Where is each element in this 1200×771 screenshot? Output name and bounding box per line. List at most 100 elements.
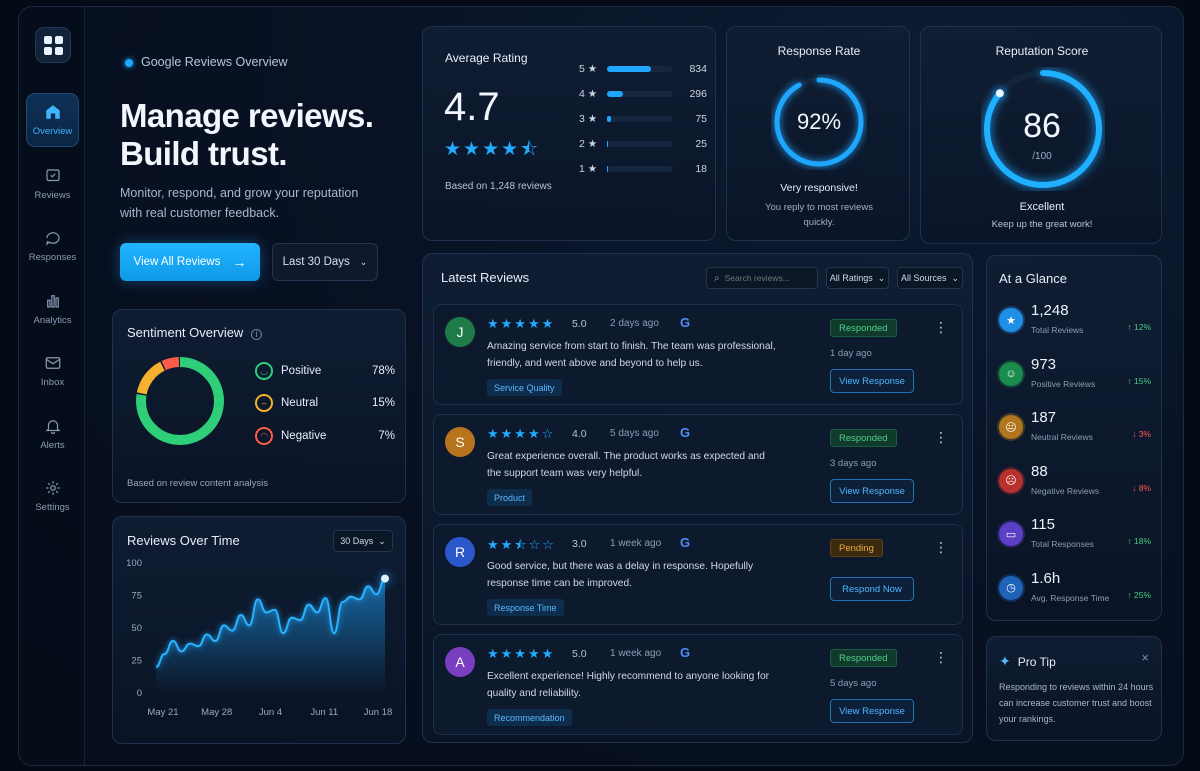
review-item[interactable]: S ★★★★☆ 4.0 5 days ago G Great experience ove… <box>433 414 963 515</box>
review-action-button[interactable]: View Response <box>830 369 914 393</box>
review-item[interactable]: R ★★⯪☆☆ 3.0 1 week ago G Good service, but th… <box>433 524 963 625</box>
review-score: 3.0 <box>572 538 587 550</box>
review-text: Excellent experience! Highly recommend t… <box>487 671 770 699</box>
reviews-over-time-chart: 100 75 50 25 0 May 21 May 28 Jun 4 Jun 11 Jun 18 <box>126 558 392 718</box>
reviews-over-time-card: Reviews Over Time 30 Days ⌄ 100 75 50 25 0 Ma… <box>112 516 406 744</box>
glance-value: 115 <box>1031 516 1055 533</box>
more-options-icon[interactable]: ⋮ <box>934 319 948 335</box>
glance-item: 😐 187 Neutral Reviews ↓ 3% <box>999 409 1151 455</box>
google-icon: G <box>680 645 691 660</box>
glance-change: ↓ 8% <box>1132 482 1151 493</box>
smile-icon: ☺ <box>999 361 1023 386</box>
smile-icon: ◡ <box>255 362 273 380</box>
review-item[interactable]: A ★★★★★ 5.0 1 week ago G Excellent experience… <box>433 634 963 735</box>
chart-area <box>156 578 385 693</box>
chevron-down-icon: ⌄ <box>877 272 886 283</box>
sidebar-item-settings[interactable]: Settings <box>26 469 79 523</box>
search-box[interactable]: ⌕ <box>706 267 818 289</box>
sidebar-item-overview[interactable]: Overview <box>26 93 79 147</box>
chart-last-point[interactable] <box>381 574 389 583</box>
avatar: J <box>445 317 475 347</box>
sidebar: Overview Reviews Responses Analytics Inb… <box>19 7 85 765</box>
more-options-icon[interactable]: ⋮ <box>934 429 948 445</box>
review-item[interactable]: J ★★★★★ 5.0 2 days ago G Amazing service from… <box>433 304 963 405</box>
sidebar-item-analytics[interactable]: Analytics <box>26 282 79 336</box>
chevron-down-icon: ⌄ <box>359 256 368 267</box>
review-tag[interactable]: Recommendation <box>487 709 572 726</box>
rating-bar-row: 2 ★ 25 <box>579 137 707 151</box>
reputation-ring <box>984 70 1102 188</box>
sidebar-item-reviews[interactable]: Reviews <box>26 157 79 211</box>
rating-bar-label: 3 ★ <box>579 113 598 125</box>
average-rating-title: Average Rating <box>445 51 528 65</box>
info-icon[interactable]: i <box>250 329 262 340</box>
close-icon[interactable]: × <box>1141 650 1149 665</box>
date-range-dropdown[interactable]: Last 30 Days ⌄ <box>272 243 378 281</box>
more-options-icon[interactable]: ⋮ <box>934 649 948 665</box>
chat-icon <box>45 232 60 246</box>
x-tick-label: Jun 11 <box>310 707 338 718</box>
rating-bar-row: 5 ★ 834 <box>579 62 707 76</box>
review-action-button[interactable]: Respond Now <box>830 577 914 601</box>
sidebar-item-label: Responses <box>28 252 77 263</box>
review-tag[interactable]: Product <box>487 489 533 506</box>
more-options-icon[interactable]: ⋮ <box>934 539 948 555</box>
rating-bar-track <box>607 91 673 97</box>
glance-value: 88 <box>1031 462 1048 480</box>
view-all-reviews-button[interactable]: View All Reviews → <box>120 243 260 281</box>
status-badge: Responded <box>830 649 897 667</box>
glance-item: ◷ 1.6h Avg. Response Time ↑ 25% <box>999 570 1151 616</box>
google-icon: G <box>680 315 691 330</box>
glance-label: Total Responses <box>1031 539 1094 549</box>
message-icon: ▭ <box>999 522 1023 546</box>
glance-change: ↑ 18% <box>1127 536 1151 546</box>
review-tag[interactable]: Response Time <box>487 599 564 616</box>
review-time: 5 days ago <box>610 428 659 439</box>
page-title: Manage reviews. Build trust. <box>120 97 374 172</box>
ratings-filter-dropdown[interactable]: All Ratings ⌄ <box>826 267 889 289</box>
mail-icon <box>45 357 60 369</box>
neutral-face-icon: 😐 <box>999 415 1023 439</box>
search-input[interactable] <box>724 273 810 283</box>
x-tick-label: May 28 <box>201 707 232 718</box>
at-a-glance-title: At a Glance <box>999 271 1067 286</box>
frown-icon: ◠ <box>255 427 273 445</box>
sidebar-item-label: Alerts <box>40 440 65 451</box>
latest-reviews-card: Latest Reviews ⌕ All Ratings⌄ All Source… <box>422 253 973 743</box>
rating-bar-row: 3 ★ 75 <box>579 112 707 126</box>
home-icon <box>45 105 60 119</box>
rating-bar-fill <box>607 66 652 72</box>
glance-value: 973 <box>1031 355 1057 373</box>
review-score: 5.0 <box>572 648 587 660</box>
app-logo[interactable] <box>35 27 71 63</box>
review-action-button[interactable]: View Response <box>830 699 914 723</box>
rating-bar-count: 296 <box>689 88 707 100</box>
review-action-button[interactable]: View Response <box>830 479 914 503</box>
sidebar-item-alerts[interactable]: Alerts <box>26 407 79 461</box>
response-time-label: 5 days ago <box>830 678 877 689</box>
sidebar-item-inbox[interactable]: Inbox <box>26 344 79 398</box>
avatar: A <box>445 647 475 677</box>
neutral-face-icon: – <box>255 394 273 412</box>
chart-range-dropdown[interactable]: 30 Days ⌄ <box>333 530 393 552</box>
rating-bar-count: 834 <box>689 63 707 75</box>
glance-value: 1.6h <box>1031 569 1061 587</box>
response-time-label: 1 day ago <box>830 348 872 359</box>
review-score: 4.0 <box>572 428 587 440</box>
gear-icon <box>45 481 60 495</box>
reputation-title: Reputation Score <box>995 44 1089 58</box>
rating-bar-row: 4 ★ 296 <box>579 87 707 101</box>
review-tag[interactable]: Service Quality <box>487 379 562 396</box>
arrow-right-icon: → <box>232 254 247 270</box>
average-rating-card: Average Rating 4.7 ★★★★⯪ Based on 1,248 … <box>422 26 716 241</box>
reputation-value: 86 <box>1023 107 1061 145</box>
sidebar-item-responses[interactable]: Responses <box>26 219 79 273</box>
review-score: 5.0 <box>572 318 587 330</box>
review-text: Amazing service from start to finish. Th… <box>487 341 776 369</box>
chevron-down-icon: ⌄ <box>378 535 386 546</box>
y-tick-label: 25 <box>131 656 142 667</box>
glance-label: Neutral Reviews <box>1031 432 1093 442</box>
glance-item: ★ 1,248 Total Reviews ↑ 12% <box>999 302 1151 348</box>
sources-filter-dropdown[interactable]: All Sources ⌄ <box>897 267 963 289</box>
rating-bar-fill <box>607 141 609 147</box>
